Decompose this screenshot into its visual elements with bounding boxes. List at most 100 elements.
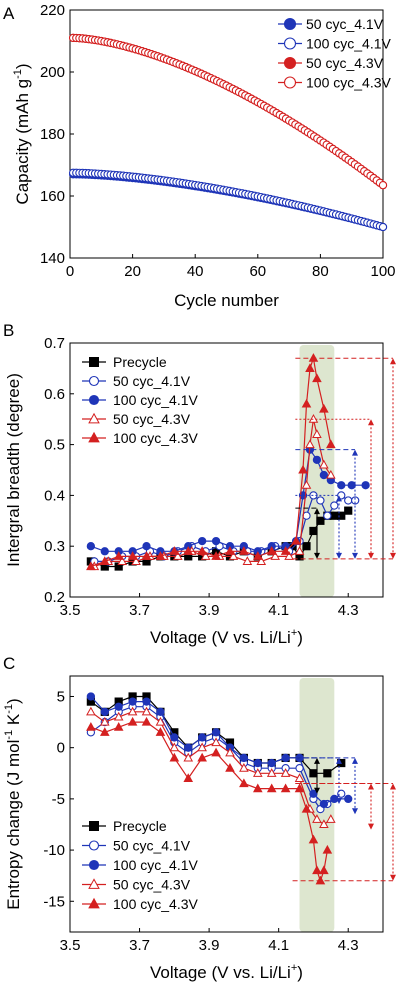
data-point [141,716,152,726]
data-point [378,180,388,190]
legend-marker [88,878,100,889]
data-point [301,398,312,408]
data-point [86,542,96,551]
y-axis-label-end: ) [13,63,32,69]
data-point [141,551,152,560]
data-point [197,546,207,555]
data-point [266,783,277,793]
range-arrow-head [336,798,342,804]
data-point [183,752,194,762]
data-point [284,551,294,560]
data-point [183,546,194,555]
data-point [113,722,124,731]
y-tick-label: 180 [40,126,65,143]
data-point [298,464,308,474]
series-100-cyc-4-3v [86,353,336,571]
data-point [211,747,221,757]
data-point [86,722,96,731]
data-point [173,551,183,560]
series-100-cyc-4-1v [68,168,388,232]
legend: Precycle 50 cyc_4.1V 100 cyc_4.1V 50 cyc_4.… [82,354,198,446]
data-point [301,480,312,489]
data-point [183,773,194,782]
range-arrow-head [314,508,320,515]
data-point [319,819,329,829]
legend-label: 100 cyc_4.1V [113,857,198,873]
data-point [309,526,318,536]
data-point [270,551,280,560]
y-tick-label: 0.5 [44,437,65,454]
data-point [344,794,353,804]
range-arrow-head [314,757,320,764]
x-tick-label: 60 [249,263,266,280]
legend-marker [88,897,100,909]
data-point [322,844,333,854]
data-point [169,546,180,555]
y-axis-label: Capacity (mAh g-1) [12,63,32,204]
x-tick-label: 3.9 [199,602,220,619]
data-point [378,222,388,232]
range-arrow-head [390,874,396,881]
data-point [239,762,249,772]
data-point [319,403,329,413]
data-point [294,783,305,793]
data-point [330,501,339,510]
data-point [99,716,110,726]
legend-marker [88,431,100,443]
legend-marker [88,412,100,424]
range-arrow-head [352,757,358,764]
data-point [169,742,180,752]
legend-label: Precycle [113,354,167,370]
data-point [252,768,263,777]
plot-frame [69,675,384,933]
data-point [281,753,290,763]
range-arrow-head [390,358,396,365]
range-arrow-head [314,787,320,794]
data-point [242,556,253,565]
data-point [239,546,249,555]
data-point [155,716,166,726]
data-point [294,546,305,555]
data-point [131,556,141,565]
y-tick-label: 160 [40,188,65,205]
data-point [113,711,124,721]
series-line [90,721,328,883]
data-point [323,511,332,520]
data-point [347,481,356,490]
data-point [211,551,221,560]
legend-marker [88,840,100,851]
data-point [86,561,96,571]
series-100-cyc-4-3v [68,33,388,190]
series-100-cyc-4-1v [86,692,353,809]
series-50-cyc-4-1v [68,170,388,232]
data-point [225,747,235,757]
legend-marker [88,375,100,387]
data-point [302,542,311,551]
data-point [330,511,339,520]
data-point [252,783,263,793]
data-point [198,733,207,742]
x-tick-label: 3.5 [60,937,81,954]
range-arrow-head [336,757,342,764]
x-tick-label: 20 [124,263,141,280]
data-point [291,535,301,545]
y-axis-label-mid: K [4,713,23,730]
y-tick-label: 5 [57,688,65,705]
data-point [225,762,235,772]
panel-c: C 3.5 3.7 3.9 4.1 4.3 -15 -10 -5 0 5 Voltage (V vs.… [3,654,396,982]
data-point [100,547,109,556]
range-arrow-head [390,552,396,559]
y-axis-label: Entropy change (J mol-1 K-1) [3,698,23,909]
data-point [99,556,110,565]
legend-label: 100 cyc_4.3V [113,430,198,446]
x-axis-label: Voltage (V vs. Li/Li+) [150,962,303,982]
legend-label: 100 cyc_4.3V [113,896,198,912]
data-point [312,373,322,383]
data-point [127,551,138,560]
data-point [301,803,312,813]
range-arrow-head [352,808,358,815]
range-arrow-head [368,419,374,426]
x-tick-label: 3.5 [60,602,81,619]
legend-marker [88,394,100,406]
y-tick-label: 0.4 [44,487,65,504]
